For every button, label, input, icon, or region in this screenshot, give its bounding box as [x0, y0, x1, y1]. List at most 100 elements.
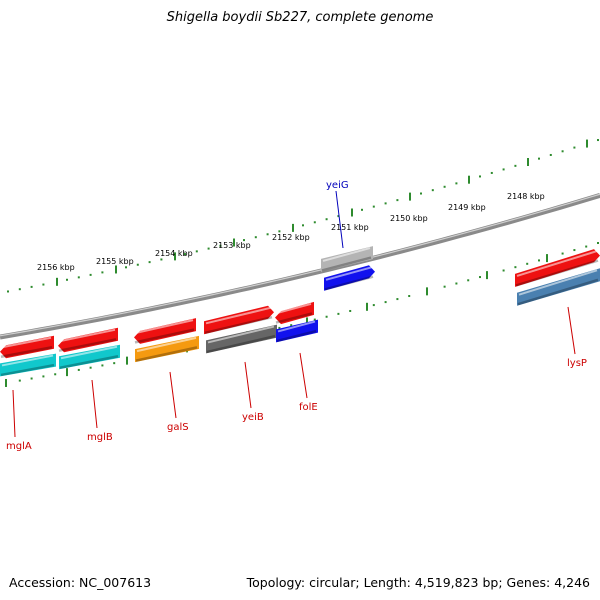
outer-tick-minor [136, 263, 139, 266]
gene-feature-orange[interactable] [135, 335, 199, 363]
gene-feature-shadow [275, 312, 313, 324]
outer-tick-minor [384, 202, 387, 205]
scale-label: 2148 kbp [507, 192, 545, 201]
outer-tick-minor [89, 273, 92, 276]
gene-feature-darkgray[interactable] [206, 324, 277, 354]
accession-text: Accession: NC_007613 [9, 575, 152, 590]
gene-feature-shadow [134, 328, 195, 344]
outer-tick-minor [325, 218, 328, 221]
outer-tick-minor [278, 230, 281, 233]
gene-label[interactable]: yeiB [242, 412, 264, 423]
gene-label[interactable]: galS [167, 422, 189, 433]
backbone-line [0, 193, 600, 340]
gene-label[interactable]: mglA [6, 441, 32, 452]
gene-feature-highlight [136, 336, 197, 353]
gene-feature-steelblue[interactable] [517, 268, 600, 306]
inner-tick-minor [278, 326, 281, 329]
gene-feature-shadow [0, 363, 55, 377]
gene-feature-shadow [58, 338, 117, 352]
gene-feature-highlight [135, 319, 194, 334]
inner-tick-minor [455, 282, 458, 285]
inner-tick-minor [585, 245, 588, 248]
gene-feature-highlight [60, 345, 118, 360]
gene-feature-highlight [207, 325, 275, 344]
outer-tick-minor [243, 239, 245, 242]
outer-tick-minor [597, 139, 599, 142]
outer-tick-minor [549, 153, 552, 156]
outer-tick-minor [372, 205, 375, 208]
scale-label: 2151 kbp [331, 223, 369, 232]
gene-leader-line [244, 361, 252, 409]
gene-features [0, 246, 600, 377]
scale-label: 2152 kbp [272, 233, 310, 242]
inner-tick-minor [396, 298, 399, 301]
inner-tick-minor [561, 252, 564, 255]
gene-leader-line [567, 306, 576, 355]
gene-feature-highlight [518, 269, 598, 296]
gene-feature-red[interactable] [58, 327, 118, 353]
outer-tick-minor [18, 288, 21, 291]
outer-tick-minor [207, 247, 210, 250]
gene-feature-shadow [321, 256, 372, 272]
gene-feature-blue[interactable] [276, 319, 318, 343]
inner-tick-minor [349, 309, 352, 312]
outer-tick-minor [77, 276, 80, 279]
gene-feature-highlight [1, 354, 54, 367]
outer-tick-minor [266, 233, 269, 236]
outer-tick-minor [502, 168, 505, 171]
outer-tick-minor [361, 208, 363, 211]
gene-feature-red[interactable] [0, 335, 54, 359]
outer-tick-minor [30, 285, 33, 288]
inner-tick-minor [597, 242, 599, 245]
outer-tick-minor [337, 215, 340, 218]
scale-label: 2149 kbp [448, 203, 486, 212]
inner-tick-minor [101, 364, 104, 367]
inner-tick-minor [313, 318, 316, 321]
gene-feature-lightgray[interactable] [321, 246, 373, 272]
gene-feature-red[interactable] [134, 318, 196, 344]
inner-tick-minor [89, 366, 92, 369]
outer-tick-minor [313, 221, 316, 224]
inner-tick-minor [77, 368, 80, 371]
outer-tick-minor [219, 244, 222, 247]
gene-feature-red[interactable] [204, 305, 274, 335]
gene-feature-red[interactable] [515, 249, 600, 287]
inner-tick-minor [514, 266, 517, 269]
gene-label[interactable]: folE [299, 402, 318, 413]
genome-title: Shigella boydii Sb227, complete genome [166, 10, 434, 25]
gene-leader-line [169, 371, 177, 419]
genome-summary-text: Topology: circular; Length: 4,519,823 bp… [246, 575, 590, 590]
gene-leader-line [335, 190, 344, 249]
inner-tick-minor [502, 269, 505, 272]
gene-label[interactable]: yeiG [326, 180, 349, 191]
outer-tick-minor [573, 146, 576, 149]
outer-tick-minor [66, 278, 68, 281]
inner-tick-minor [573, 249, 576, 252]
gene-feature-shadow [206, 334, 276, 354]
gene-feature-blue[interactable] [324, 265, 375, 291]
gene-feature-shadow [276, 329, 317, 343]
scale-label: 2155 kbp [96, 257, 134, 266]
gene-feature-shadow [515, 259, 599, 287]
gene-feature-cyan[interactable] [59, 344, 120, 370]
gene-label[interactable]: mglB [87, 432, 113, 443]
inner-tick-minor [325, 315, 328, 318]
gene-leader-line [299, 352, 308, 399]
gene-feature-shadow [135, 346, 198, 362]
gene-feature-highlight [276, 302, 312, 315]
inner-tick-minor [538, 259, 540, 262]
gene-feature-highlight [205, 306, 272, 325]
gene-label[interactable]: lysP [567, 358, 587, 369]
gene-leader-line [91, 379, 98, 429]
gene-feature-highlight [322, 247, 371, 262]
gene-feature-red[interactable] [275, 301, 314, 325]
gene-feature-cyan[interactable] [0, 353, 56, 377]
inner-tick-minor [290, 324, 293, 327]
outer-tick-minor [7, 290, 9, 293]
gene-feature-shadow [0, 346, 53, 358]
inner-tick-minor [408, 295, 411, 298]
outer-tick-minor [561, 150, 564, 153]
gene-leader-line [12, 389, 16, 438]
inner-tick-minor [467, 279, 470, 282]
gene-labels: mglA mglB galS yeiB folE yeiG lysP [6, 180, 587, 452]
